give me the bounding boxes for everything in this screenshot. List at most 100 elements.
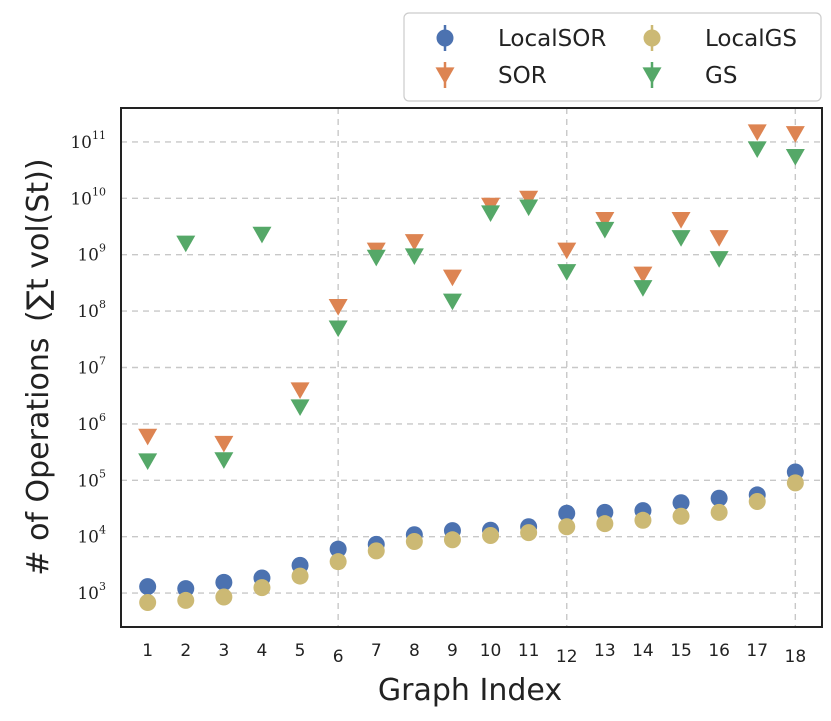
legend-marker	[436, 29, 454, 47]
gs-point	[252, 226, 272, 244]
sor-point	[404, 234, 424, 251]
y-tick-label: 1011	[70, 129, 106, 153]
x-ticks: 1 2 3 4 5 6 7 8 9 10 11 12 13 14 15 16 17 18	[142, 641, 806, 667]
localgs-point	[215, 588, 233, 606]
legend-label: LocalGS	[705, 26, 797, 52]
localgs-point	[786, 474, 804, 492]
legend-label: LocalSOR	[498, 26, 606, 52]
sor-point	[595, 211, 615, 229]
gs-point	[366, 249, 386, 267]
localgs-point	[443, 531, 461, 549]
x-axis-title: Graph Index	[378, 673, 562, 708]
x-tick-label: 7	[371, 641, 382, 661]
localgs-point	[291, 567, 309, 585]
y-ticks: 103 104 105 106 107 108 109 1010 1011	[70, 129, 106, 604]
gs-point	[633, 280, 653, 297]
localgs-point	[367, 542, 385, 560]
localgs-point	[405, 533, 423, 551]
gs-point	[404, 248, 424, 266]
gs-point	[214, 452, 234, 469]
sor-point	[214, 435, 234, 453]
sor-point	[671, 211, 691, 229]
x-tick-label: 5	[295, 641, 306, 661]
y-tick-label: 108	[77, 298, 106, 322]
x-tick-label: 10	[480, 641, 502, 661]
gs-point	[442, 293, 462, 311]
localsor-point	[558, 504, 576, 522]
sor-point	[519, 190, 539, 208]
gs-point	[481, 205, 501, 223]
localgs-point	[672, 507, 690, 525]
series-localgs	[139, 474, 804, 611]
localsor-point	[139, 578, 157, 596]
data-points	[138, 124, 805, 611]
sor-point	[709, 230, 729, 247]
localgs-point	[329, 553, 347, 571]
legend-marker	[642, 67, 662, 85]
localgs-point	[253, 579, 271, 597]
gs-point	[709, 251, 729, 268]
localgs-point	[139, 593, 157, 611]
y-tick-label: 105	[77, 467, 106, 491]
gs-point	[785, 148, 805, 166]
gs-point	[671, 230, 691, 247]
x-tick-label: 8	[409, 641, 420, 661]
gs-point	[176, 235, 196, 253]
x-tick-label: 4	[257, 641, 268, 661]
legend-marker	[435, 67, 455, 85]
x-tick-label: 3	[218, 641, 229, 661]
y-tick-label: 103	[77, 580, 106, 604]
localsor-point	[672, 494, 690, 512]
sor-point	[328, 299, 348, 316]
localgs-point	[177, 591, 195, 609]
series-localsor	[139, 463, 804, 598]
x-tick-label: 6	[333, 647, 344, 667]
sor-point	[785, 126, 805, 143]
localsor-point	[215, 573, 233, 591]
x-tick-label: 17	[746, 641, 768, 661]
y-tick-label: 109	[77, 242, 106, 266]
localgs-point	[748, 493, 766, 511]
y-tick-label: 1010	[70, 185, 106, 209]
sor-point	[290, 382, 310, 399]
localsor-point	[329, 540, 347, 558]
x-tick-label: 18	[785, 647, 807, 667]
y-axis-title: # of Operations (∑t vol(St))	[21, 158, 56, 575]
gs-point	[747, 141, 767, 159]
legend-item-localgs: LocalGS	[643, 25, 797, 52]
gs-point	[290, 399, 310, 416]
gs-point	[557, 264, 577, 281]
x-tick-label: 11	[518, 641, 540, 661]
y-tick-label: 104	[77, 524, 106, 548]
x-tick-label: 14	[632, 641, 654, 661]
gs-point	[595, 221, 615, 239]
series-gs	[138, 141, 805, 470]
grid-layer	[121, 108, 822, 627]
localgs-point	[520, 524, 538, 542]
legend-item-gs: GS	[642, 62, 737, 89]
localsor-point	[177, 580, 195, 598]
y-tick-label: 107	[77, 355, 106, 379]
x-tick-label: 1	[142, 641, 153, 661]
legend: LocalSOR LocalGS SOR GS	[403, 12, 822, 102]
gs-point	[519, 199, 539, 217]
localgs-point	[634, 511, 652, 529]
y-axis-title-text: # of Operations	[21, 338, 56, 576]
series-sor	[138, 124, 805, 453]
y-axis-title-math: (∑t vol(St))	[21, 158, 56, 322]
gs-point	[328, 320, 348, 338]
localgs-point	[482, 526, 500, 544]
legend-item-localsor: LocalSOR	[436, 25, 606, 52]
x-tick-label: 9	[447, 641, 458, 661]
legend-marker	[643, 29, 661, 47]
x-tick-label: 2	[180, 641, 191, 661]
sor-point	[442, 269, 462, 287]
gs-point	[138, 453, 158, 470]
x-tick-label: 16	[708, 641, 730, 661]
legend-box	[403, 12, 822, 102]
localgs-point	[558, 518, 576, 536]
x-tick-label: 13	[594, 641, 616, 661]
legend-label: GS	[705, 63, 737, 89]
legend-item-sor: SOR	[435, 62, 547, 89]
